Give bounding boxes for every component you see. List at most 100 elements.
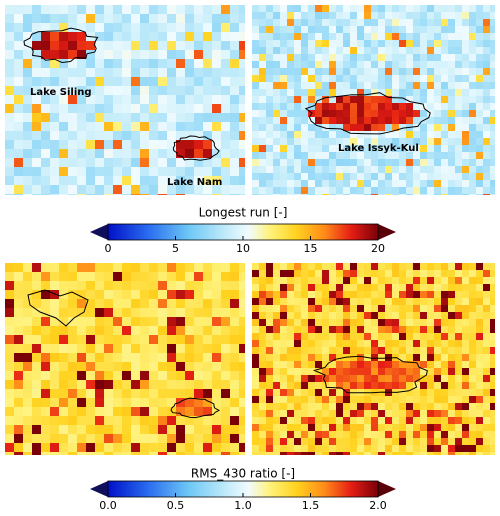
map-pixel [68,86,78,96]
map-pixel [113,158,123,168]
map-pixel [434,82,442,90]
map-pixel [122,122,132,132]
map-pixel [203,362,213,372]
map-pixel [490,361,495,369]
map-pixel [413,347,421,355]
map-pixel [329,33,337,41]
map-pixel [322,159,330,167]
map-pixel [131,263,141,273]
map-pixel [176,68,186,78]
map-pixel [434,284,442,292]
map-pixel [50,263,60,273]
map-pixel [122,68,132,78]
map-pixel [350,124,358,132]
map-pixel [212,113,222,123]
map-pixel [378,277,386,285]
map-pixel [441,159,449,167]
map-pixel [385,110,393,118]
map-pixel [113,263,123,273]
map-pixel [441,277,449,285]
map-pixel [294,173,302,181]
map-pixel [221,140,231,150]
map-pixel [329,326,337,334]
map-pixel [239,68,245,78]
map-pixel [252,166,260,174]
map-pixel [280,33,288,41]
map-pixel [252,145,260,153]
map-pixel [357,26,365,34]
map-pixel [336,410,344,418]
map-pixel [406,33,414,41]
map-pixel [483,47,491,55]
map-pixel [273,312,281,320]
map-pixel [23,122,33,132]
map-pixel [221,317,231,327]
map-pixel [131,308,141,318]
map-pixel [50,5,60,15]
map-pixel [455,340,463,348]
map-pixel [104,362,114,372]
map-pixel [23,416,33,426]
map-pixel [329,110,337,118]
map-pixel [490,40,495,48]
map-pixel [176,389,186,399]
map-pixel [266,326,274,334]
map-pixel [357,284,365,292]
map-pixel [273,159,281,167]
map-pixel [113,194,123,195]
map-pixel [266,145,274,153]
map-pixel [287,180,295,188]
map-pixel [378,396,386,404]
map-pixel [176,434,186,444]
map-pixel [95,149,105,159]
map-pixel [104,68,114,78]
map-pixel [77,326,87,336]
map-pixel [413,270,421,278]
map-pixel [95,362,105,372]
map-pixel [32,176,42,186]
map-pixel [50,194,60,195]
map-pixel [23,113,33,123]
map-pixel [350,82,358,90]
map-pixel [469,375,477,383]
map-pixel [406,340,414,348]
map-pixel [336,445,344,453]
map-pixel [176,41,186,51]
map-pixel [95,371,105,381]
map-pixel [406,424,414,432]
map-pixel [420,124,428,132]
map-pixel [301,298,309,306]
map-pixel [259,47,267,55]
map-pixel [378,82,386,90]
map-pixel [336,103,344,111]
map-pixel [23,326,33,336]
map-pixel [167,263,177,273]
map-pixel [149,299,159,309]
map-pixel [140,317,150,327]
map-pixel [399,82,407,90]
map-pixel [176,5,186,15]
map-pixel [68,158,78,168]
map-pixel [113,272,123,282]
map-pixel [77,371,87,381]
map-pixel [23,380,33,390]
map-pixel [413,166,421,174]
map-pixel [41,113,51,123]
map-pixel [455,368,463,376]
map-pixel [406,26,414,34]
map-pixel [140,344,150,354]
map-pixel [441,319,449,327]
map-pixel [140,389,150,399]
map-pixel [462,33,470,41]
map-pixel [336,424,344,432]
map-pixel [104,50,114,60]
map-pixel [336,131,344,139]
colorbar: Longest run [-]0 5 10 15 20 [90,206,396,255]
map-pixel [490,82,495,90]
map-pixel [399,333,407,341]
map-pixel [176,317,186,327]
map-pixel [50,281,60,291]
map-pixel [343,263,351,271]
map-pixel [364,110,372,118]
map-pixel [322,194,330,195]
